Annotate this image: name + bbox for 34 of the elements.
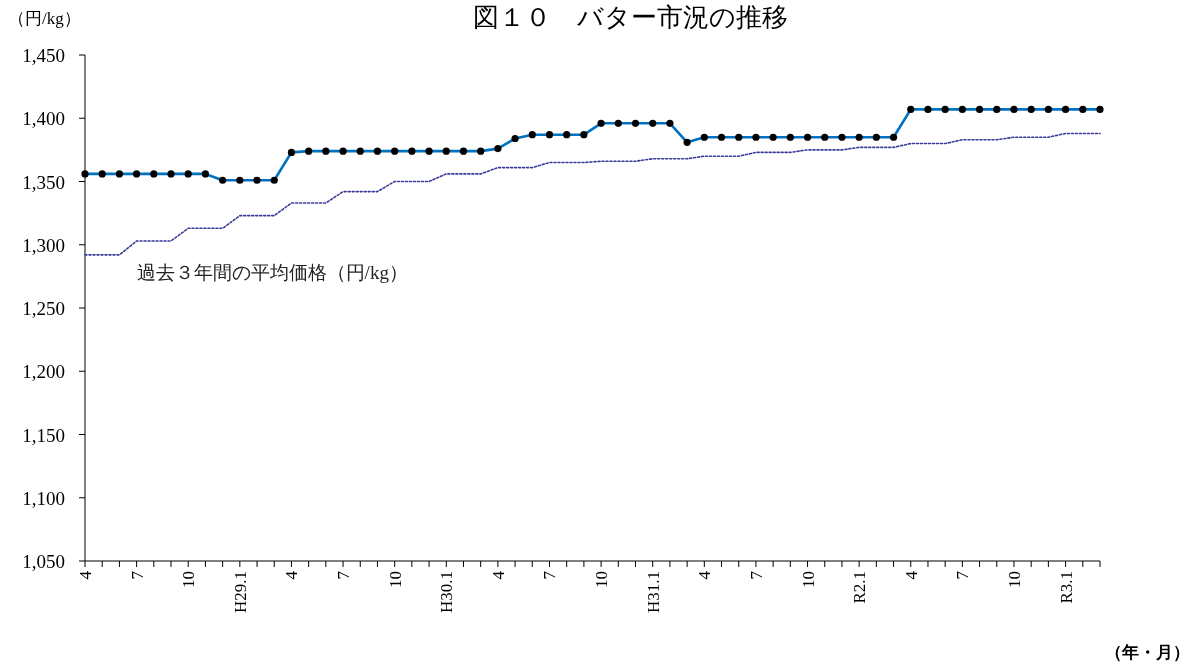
ytick: 1,100 <box>22 487 65 509</box>
xtick: 10 <box>179 571 199 588</box>
line-series <box>84 132 1101 256</box>
xtick: 7 <box>127 571 147 580</box>
ytick: 1,050 <box>22 551 65 572</box>
ytick: 1,150 <box>22 424 65 446</box>
ytick: 1,450 <box>22 45 65 66</box>
ytick: 1,200 <box>22 361 65 383</box>
xtick: 4 <box>901 571 921 580</box>
xtick: H29.1 <box>230 571 250 614</box>
xtick: 4 <box>76 571 95 580</box>
series-label: 過去３年間の平均価格（円/kg） <box>136 261 408 283</box>
xtick: 4 <box>282 571 302 580</box>
xtick: H31.1 <box>643 571 663 614</box>
xtick: 10 <box>798 571 818 588</box>
xtick: 4 <box>695 571 715 580</box>
xtick: 7 <box>540 571 560 580</box>
xtick: 10 <box>385 571 405 588</box>
xtick: R2.1 <box>850 571 870 604</box>
ytick: 1,350 <box>22 171 65 193</box>
xtick: R3.1 <box>1056 571 1076 604</box>
ytick: 1,400 <box>22 108 65 130</box>
xtick: 7 <box>334 571 354 580</box>
title: 図１０ バター市況の推移 <box>472 3 788 32</box>
xtick: 10 <box>1005 571 1024 588</box>
ylabel: （円/kg） <box>8 9 81 28</box>
xlabel: （年・月） <box>1105 643 1190 662</box>
xtick: 10 <box>592 571 612 588</box>
xtick: H30.1 <box>437 571 457 614</box>
xtick: 7 <box>746 571 766 580</box>
ytick: 1,300 <box>22 234 65 256</box>
xtick: 7 <box>953 571 973 580</box>
xtick: 4 <box>488 571 508 580</box>
ytick: 1,250 <box>22 298 65 319</box>
